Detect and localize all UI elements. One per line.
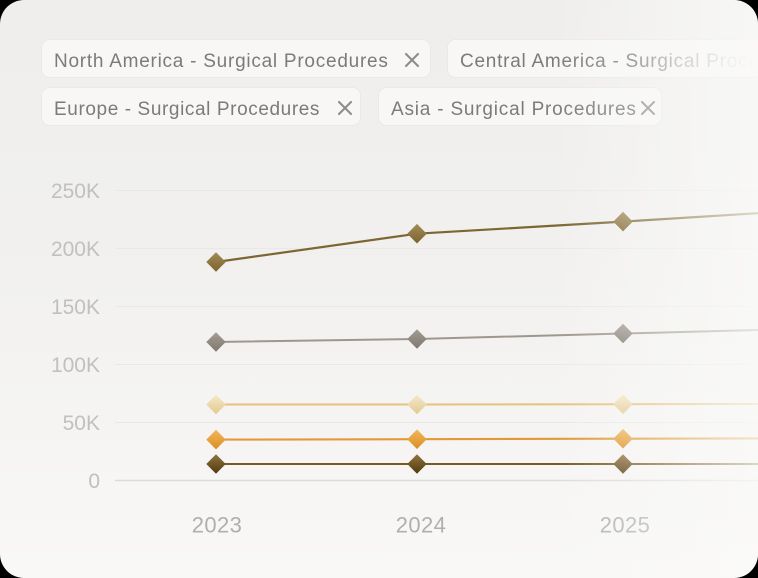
svg-text:2023: 2023 <box>192 513 243 538</box>
svg-text:150K: 150K <box>51 296 100 319</box>
svg-text:0: 0 <box>88 470 100 493</box>
svg-text:100K: 100K <box>51 354 100 377</box>
svg-text:200K: 200K <box>51 238 100 261</box>
svg-text:2025: 2025 <box>600 513 651 538</box>
svg-text:2024: 2024 <box>396 513 447 538</box>
svg-text:50K: 50K <box>63 412 100 435</box>
svg-text:250K: 250K <box>51 180 100 203</box>
